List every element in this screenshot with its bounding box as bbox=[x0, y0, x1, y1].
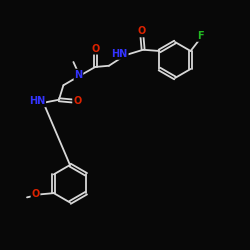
Text: F: F bbox=[197, 31, 204, 41]
Text: HN: HN bbox=[29, 96, 45, 106]
Text: N: N bbox=[74, 70, 82, 80]
Text: O: O bbox=[138, 26, 146, 36]
Text: O: O bbox=[73, 96, 81, 106]
Text: O: O bbox=[91, 44, 99, 54]
Text: O: O bbox=[32, 190, 40, 200]
Text: HN: HN bbox=[112, 49, 128, 59]
